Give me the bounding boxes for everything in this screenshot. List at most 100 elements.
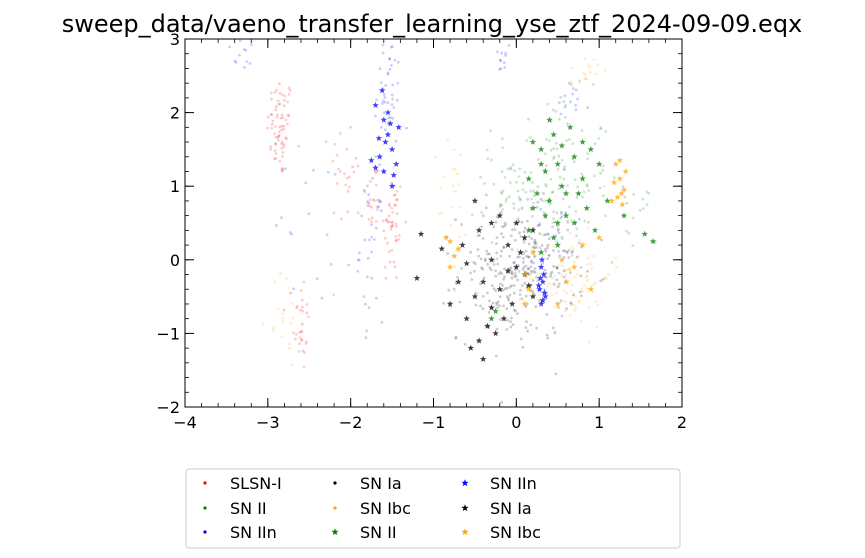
data-point <box>495 236 499 240</box>
series-4 <box>261 57 618 367</box>
data-point <box>370 276 374 280</box>
data-point <box>502 277 505 281</box>
data-point <box>282 99 286 102</box>
data-point <box>290 363 294 367</box>
data-point-star <box>595 234 603 241</box>
data-point <box>501 208 505 211</box>
data-point <box>568 270 572 273</box>
data-point <box>395 198 399 202</box>
data-point <box>244 48 248 52</box>
data-point <box>281 316 285 320</box>
data-point <box>378 198 381 202</box>
data-point <box>500 249 503 253</box>
data-point <box>594 281 597 285</box>
data-point <box>581 290 584 294</box>
data-point <box>394 222 398 226</box>
data-point <box>554 234 558 238</box>
data-point-star <box>378 87 386 94</box>
data-point <box>506 319 510 322</box>
data-point <box>376 198 380 202</box>
data-point <box>392 260 396 264</box>
data-point <box>569 100 572 104</box>
data-point <box>276 113 279 117</box>
data-point-star <box>537 160 545 167</box>
data-point <box>349 125 352 129</box>
data-point-star <box>392 160 400 167</box>
data-point <box>563 105 567 109</box>
data-point <box>277 134 281 137</box>
data-point <box>525 139 528 143</box>
y-tick-label: 1 <box>170 177 180 196</box>
data-point-star <box>579 138 586 145</box>
data-point <box>370 223 373 227</box>
data-point <box>366 256 370 260</box>
data-point <box>555 147 559 151</box>
data-point <box>570 219 573 223</box>
data-point <box>551 221 555 224</box>
data-point <box>586 63 590 67</box>
data-point <box>529 265 533 268</box>
data-point <box>382 93 386 96</box>
legend-marker-star <box>461 528 469 536</box>
data-point <box>505 307 509 311</box>
data-point <box>510 276 514 280</box>
y-tick-label: 2 <box>170 104 180 123</box>
x-tick-label: 2 <box>677 413 687 432</box>
data-point <box>510 271 514 275</box>
data-point <box>579 319 583 323</box>
data-point <box>288 291 292 295</box>
data-point-star <box>618 190 625 197</box>
data-point <box>555 266 559 270</box>
data-point <box>561 197 565 201</box>
data-point <box>567 268 571 271</box>
data-point-star <box>450 252 458 259</box>
data-point <box>570 302 573 306</box>
data-point <box>580 172 583 176</box>
data-point <box>627 232 631 235</box>
data-point-star <box>417 230 425 237</box>
data-point <box>557 154 561 158</box>
data-point <box>621 185 625 189</box>
legend-item: SN Ibc <box>333 499 411 518</box>
data-point-star <box>521 234 528 241</box>
data-point <box>454 289 457 293</box>
data-point <box>545 246 549 250</box>
data-point <box>539 207 543 211</box>
data-point <box>585 274 589 278</box>
data-point <box>459 153 463 157</box>
data-point <box>287 114 290 118</box>
data-point <box>542 233 545 237</box>
data-point-star <box>558 182 566 189</box>
data-point <box>568 138 571 141</box>
data-point <box>505 295 509 298</box>
data-point <box>599 279 603 283</box>
data-point <box>507 296 510 300</box>
data-point <box>524 305 528 308</box>
data-point <box>536 200 540 204</box>
data-point <box>272 329 275 332</box>
data-point-star <box>380 168 388 175</box>
data-point-star <box>610 179 618 186</box>
data-point <box>281 151 285 154</box>
data-point <box>516 217 520 221</box>
data-point <box>509 266 513 270</box>
data-point-star <box>459 241 466 248</box>
data-point <box>300 338 304 342</box>
data-point <box>486 157 490 161</box>
x-tick-label: 1 <box>594 413 604 432</box>
data-point <box>454 337 458 340</box>
data-point-star <box>496 285 503 292</box>
data-point <box>527 273 531 276</box>
data-point <box>440 211 444 214</box>
data-point <box>548 202 552 206</box>
data-point <box>383 236 387 240</box>
data-point <box>573 309 576 312</box>
data-point-star <box>504 267 512 274</box>
data-point-star <box>517 249 524 256</box>
data-point <box>570 80 573 84</box>
data-point <box>599 126 603 130</box>
data-point <box>512 284 516 287</box>
data-point <box>287 92 291 96</box>
data-point-star <box>571 219 578 226</box>
